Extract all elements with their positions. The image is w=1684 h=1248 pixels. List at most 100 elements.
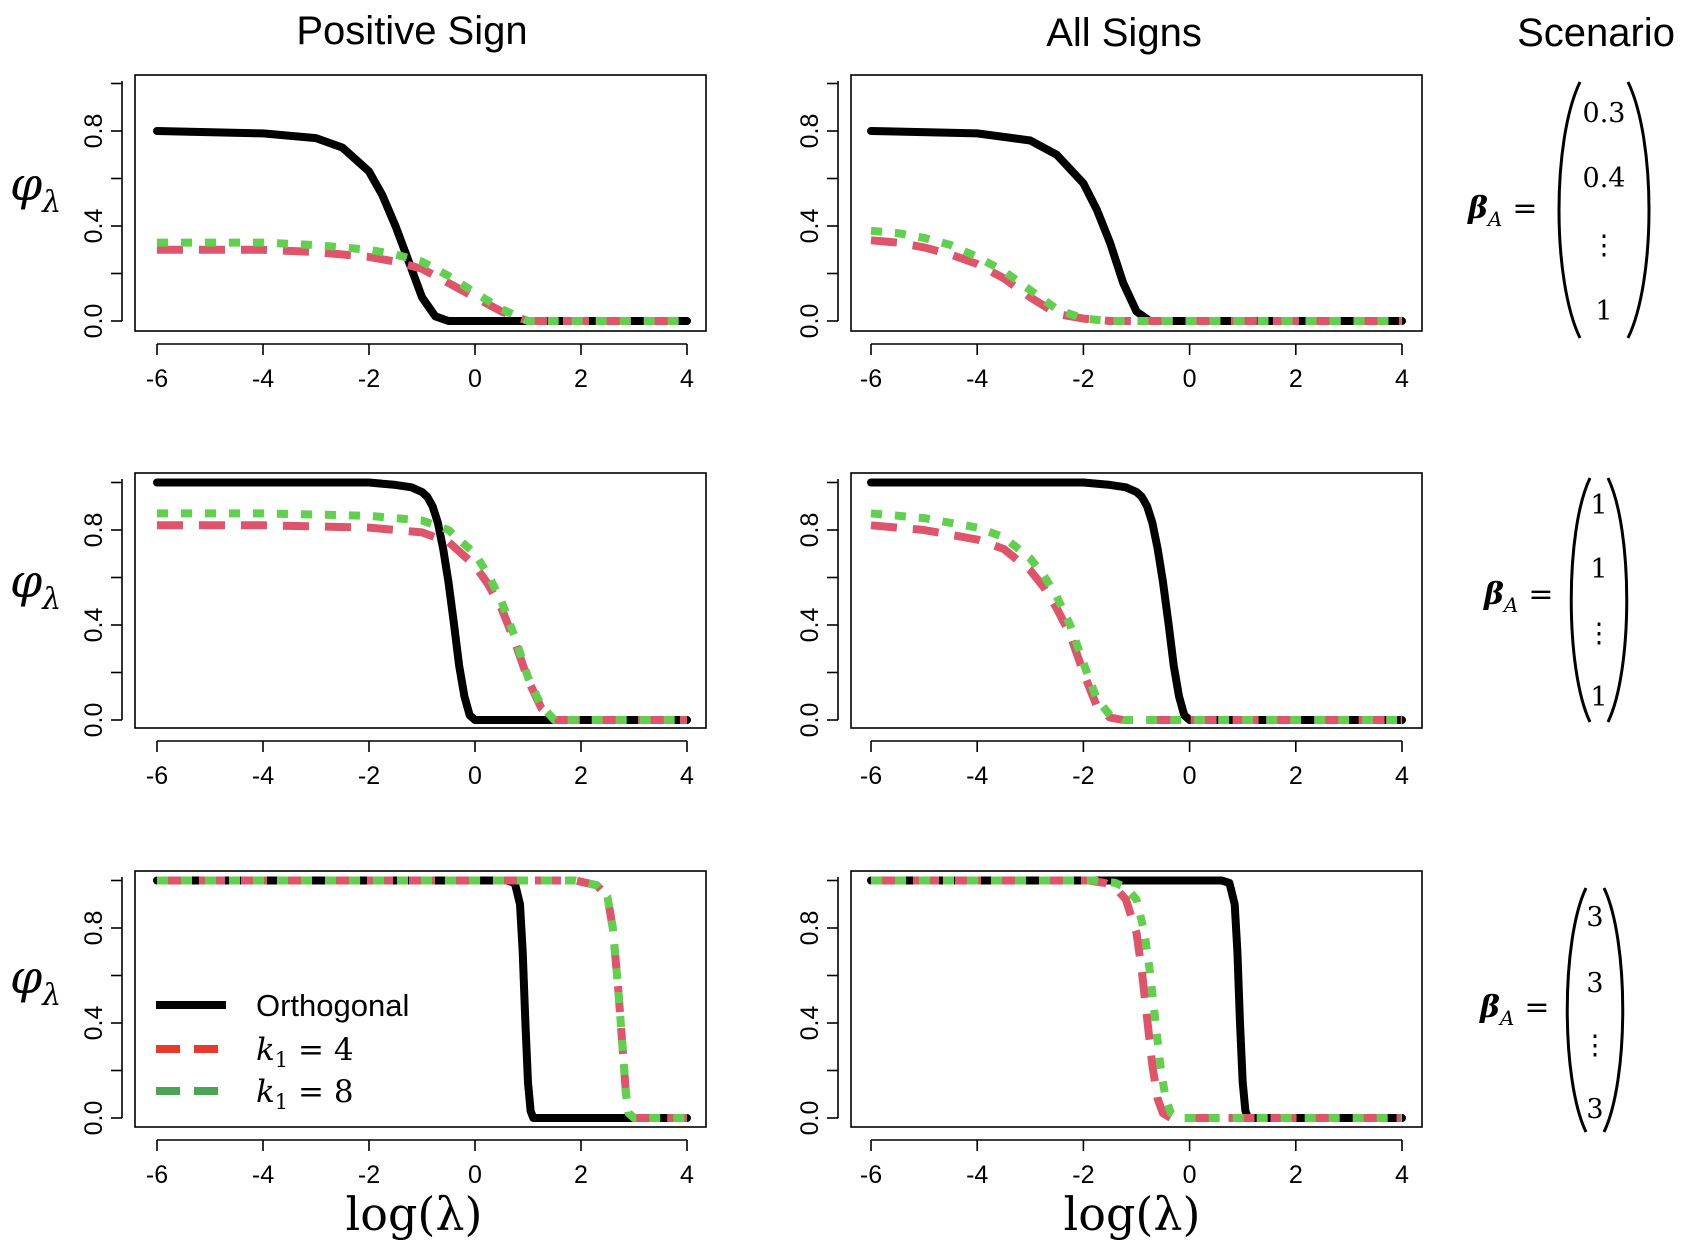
series-line-orthogonal [867,127,1406,325]
legend-label-k8-rest: = 8 [288,1074,353,1110]
vector-entry: 0.3 [1583,98,1626,129]
y-axis-label-subscript: λ [41,582,61,617]
scenario-sub: A [1498,1006,1514,1030]
y-tick-label: 0.8 [796,114,824,149]
y-tick-label: 0.4 [80,608,108,643]
series-line-k4 [157,245,687,325]
plot-frame [134,74,707,332]
series-line-k8 [157,509,687,724]
scenario-1-lhs: βA = [1467,191,1538,231]
x-tick-label: 0 [1183,1161,1197,1189]
plot-frame [850,74,1423,332]
vector-entry: 3 [1586,968,1603,999]
y-tick-label: 0.0 [80,304,108,339]
x-tick-label: 2 [574,762,588,790]
y-tick-label: 0.0 [80,1101,108,1136]
y-tick-label: 0.8 [796,911,824,946]
x-tick-label: -2 [1072,762,1094,790]
panel-row1-all-signs: -6 -4 -2 0 2 4 0.0 0.4 0.8 [796,74,1423,393]
left-paren [1565,887,1588,1133]
vector-entry: ⋮ [1586,618,1613,649]
x-tick-label: -2 [1072,365,1094,393]
column-title-all-signs: All Signs [1046,11,1202,55]
y-tick-label: 0.8 [80,911,108,946]
x-tick-label: -6 [146,762,168,790]
y-tick-label: 0.4 [796,608,824,643]
series-line-orthogonal [867,478,1406,724]
x-tick-label: -4 [252,1161,274,1189]
legend-label-k4: k1 = 4 [256,1032,354,1072]
legend: Orthogonal k1 = 4 k1 = 8 [156,988,409,1114]
y-tick-label: 0.0 [796,304,824,339]
scenario-sub: A [1502,593,1518,617]
x-tick-label: 4 [1395,1161,1409,1189]
y-axis-label-subscript: λ [41,978,61,1013]
vector-entry: 1 [1595,296,1612,327]
panel-row3-all-signs: -6 -4 -2 0 2 4 0.0 0.4 0.8 [796,870,1423,1189]
scenario-vector-3: βA = 3 3 ⋮ 3 [1479,887,1625,1133]
left-paren [1569,477,1592,723]
y-tick-label: 0.8 [80,114,108,149]
plot-frame [134,472,707,729]
series-line-k4 [870,521,1402,724]
x-tick-label: -2 [1072,1161,1094,1189]
plot-frame [850,472,1423,729]
series-line-k8 [157,238,687,325]
x-tick-label: 0 [1183,762,1197,790]
y-tick-label: 0.4 [80,1006,108,1041]
x-tick-label: 2 [574,365,588,393]
x-tick-label: 4 [680,365,694,393]
series-line-k8 [871,876,1402,1122]
x-tick-label: -2 [358,762,380,790]
y-tick-label: 0.8 [80,513,108,548]
x-tick-label: -2 [358,1161,380,1189]
column-title-positive-sign: Positive Sign [296,9,527,53]
x-tick-label: -6 [860,762,882,790]
x-tick-label: 2 [1289,365,1303,393]
legend-label-k4-var: k [256,1032,275,1068]
series-line-orthogonal [153,127,691,325]
y-tick-label: 0.4 [80,209,108,244]
scenario-eq: = [1524,990,1549,1025]
right-paren [1606,477,1629,723]
y-tick-label: 0.0 [80,703,108,738]
x-tick-label: -4 [252,762,274,790]
x-tick-label: -2 [358,365,380,393]
x-tick-label: 2 [1289,1161,1303,1189]
x-tick-label: 0 [1183,365,1197,393]
legend-label-k8-var: k [256,1074,275,1110]
scenario-vector-2: βA = 1 1 ⋮ 1 [1483,477,1629,723]
vector-entry: 1 [1590,554,1607,585]
vector-entry: 1 [1590,490,1607,521]
vector-entry: 3 [1586,902,1603,933]
scenario-2-lhs: βA = [1483,577,1554,617]
legend-label-k4-rest: = 4 [288,1032,353,1068]
y-tick-label: 0.4 [796,209,824,244]
series-line-k4 [157,876,687,1122]
y-axis-label-row1: φλ [10,157,61,220]
series-line-orthogonal [153,478,691,724]
panel-row3-positive-sign: -6 -4 -2 0 2 4 0.0 0.4 0.8 [80,870,707,1189]
y-tick-label: 0.0 [796,703,824,738]
legend-label-k4-sub: 1 [275,1048,288,1072]
x-tick-label: 4 [680,1161,694,1189]
panel-row1-positive-sign: -6 -4 -2 0 2 4 0.0 0.4 0.8 [80,74,707,393]
series-line-k4 [157,521,687,724]
x-tick-label: 2 [574,1161,588,1189]
plot-frame [134,870,707,1128]
y-tick-label: 0.0 [796,1101,824,1136]
scenario-beta: β [1467,191,1488,226]
x-tick-label: 4 [1395,762,1409,790]
x-tick-label: 0 [468,1161,482,1189]
x-axis-label-positive-sign: log(λ) [346,1187,483,1241]
scenario-sub: A [1486,207,1502,231]
x-tick-label: 4 [1395,365,1409,393]
series-line-k8 [870,509,1402,724]
y-axis-label-symbol: φ [10,554,43,608]
x-tick-label: -4 [966,365,988,393]
scenario-eq: = [1512,191,1537,226]
x-tick-label: -6 [146,1161,168,1189]
scenario-beta: β [1483,577,1504,612]
x-tick-label: -4 [966,762,988,790]
